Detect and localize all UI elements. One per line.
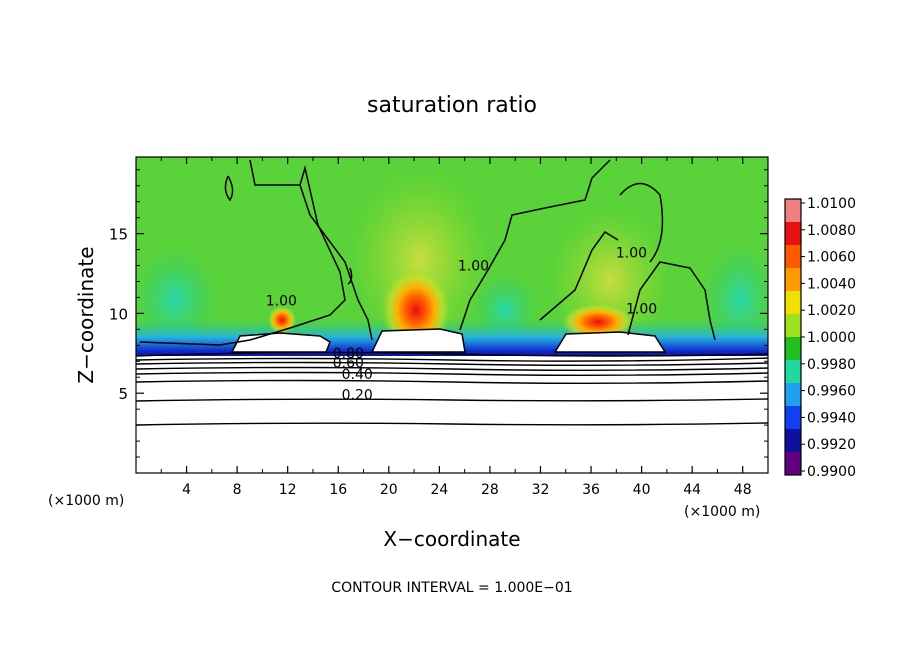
cloud-region [370,328,466,353]
x-tick-label: 40 [633,482,651,498]
x-unit-left: (×1000 m) [48,493,124,509]
colorbar-label: 0.9960 [807,384,856,400]
x-tick-label: 28 [481,482,499,498]
y-axis-label: Z−coordinate [74,246,98,383]
y-tick-label: 15 [109,226,128,244]
colorbar-label: 1.0100 [807,196,856,212]
colorbar-swatch [785,406,801,430]
colorbar-swatch [785,314,801,338]
x-tick-label: 36 [582,482,600,498]
x-tick-label: 20 [380,482,398,498]
colorbar-label: 0.9920 [807,437,856,453]
x-tick-label: 16 [329,482,347,498]
cloud-region [553,331,667,353]
x-tick-label: 4 [182,482,191,498]
x-axis: 4 8 12 16 20 24 28 32 36 40 44 48 [160,157,752,498]
colorbar-swatch [785,245,801,269]
colorbar-swatch [785,222,801,246]
colorbar-label: 1.0080 [807,223,856,239]
colorbar-swatch [785,199,801,223]
contour-lines-upper [139,159,716,346]
colorbar-label: 0.9980 [807,357,856,373]
y-tick-label: 10 [109,305,128,323]
colorbar-swatch [785,268,801,292]
contour-label: 1.00 [266,293,297,309]
cloud-region [230,332,331,353]
colorbar-label: 0.9940 [807,410,856,426]
contour-label: 0.80 [333,346,364,362]
colorbar-swatch [785,383,801,407]
warm-core [562,304,634,340]
x-tick-label: 32 [532,482,550,498]
contour-lines-lower [136,351,768,426]
x-tick-label: 8 [233,482,242,498]
contour-label: 1.00 [616,246,647,262]
contour-label-group: 1.00 1.00 1.00 1.00 0.800.600.40 0.20 [266,246,657,404]
colorbar-swatch [785,337,801,361]
colorbar-label: 1.0020 [807,303,856,319]
contour-label: 1.00 [458,258,489,274]
y-tick-label: 5 [118,385,128,403]
warm-core [268,306,296,334]
colorbar-label: 0.9900 [807,464,856,480]
contour-label: 1.00 [626,301,657,317]
contour-interval-footer: CONTOUR INTERVAL = 1.000E−01 [331,580,572,596]
colorbar: 1.0100 1.0080 1.0060 1.0040 1.0020 1.0000 0.99… [784,196,856,480]
contour-label: 0.40 [342,367,373,383]
x-axis-label: X−coordinate [383,527,520,551]
contour-label: 0.20 [342,388,373,404]
y-axis: 5 10 15 [109,169,768,458]
colorbar-swatch [785,360,801,384]
chart-title: saturation ratio [367,93,537,118]
colorbar-label: 1.0040 [807,276,856,292]
colorbar-swatch [785,291,801,315]
x-tick-label: 24 [430,482,448,498]
x-unit-right: (×1000 m) [684,504,760,520]
plot-area: 1.00 1.00 1.00 1.00 0.800.600.40 0.20 [136,157,768,473]
colorbar-swatch [785,429,801,453]
x-tick-label: 48 [734,482,752,498]
x-tick-label: 44 [683,482,701,498]
colorbar-swatch [785,452,801,476]
colorbar-label: 1.0000 [807,330,856,346]
colorbar-label: 1.0060 [807,250,856,266]
plot-frame [135,156,769,474]
contour-label: 0.60 [333,356,364,372]
x-tick-label: 12 [279,482,297,498]
